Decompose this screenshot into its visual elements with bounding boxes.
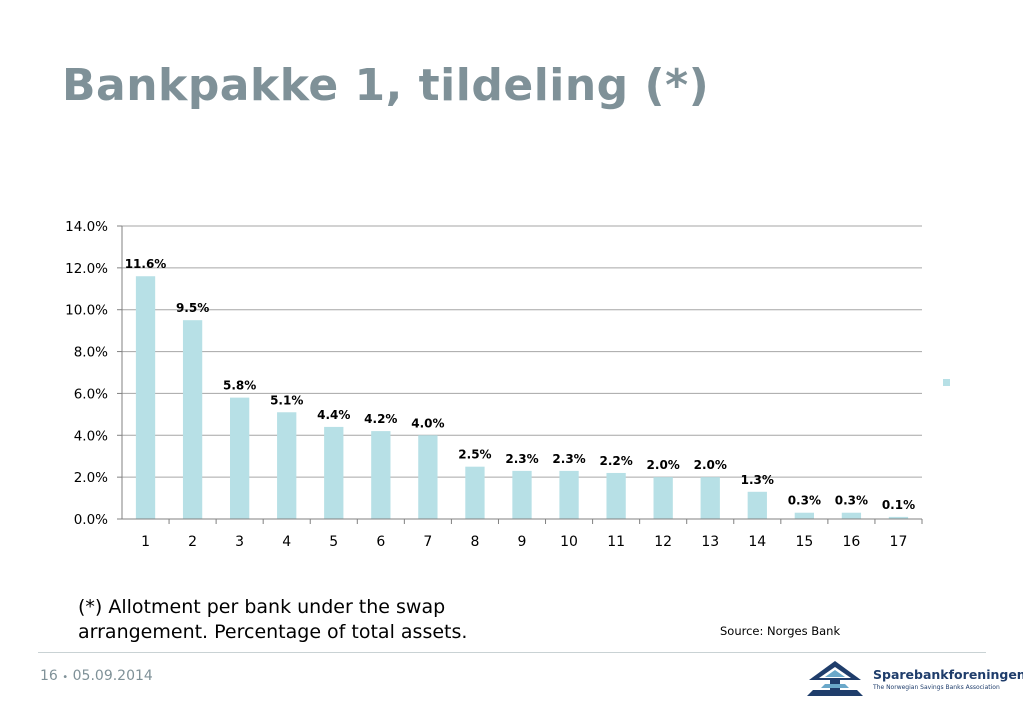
bar (371, 431, 391, 519)
data-label: 2.3% (505, 452, 538, 466)
bar (230, 397, 250, 519)
bar (747, 491, 767, 519)
x-tick-label: 6 (376, 534, 385, 550)
legend-swatch (943, 379, 950, 386)
bar (841, 512, 862, 519)
data-label: 4.0% (411, 416, 444, 430)
y-tick-label: 8.0% (74, 345, 108, 361)
data-label: 9.5% (176, 301, 209, 315)
data-label: 0.3% (788, 494, 821, 508)
chart-gridlines (122, 225, 922, 478)
x-tick-label: 17 (890, 534, 908, 550)
footer-date: 05.09.2014 (72, 668, 153, 684)
slide-footer: 16 • 05.09.2014 (40, 668, 153, 684)
bar (277, 412, 297, 519)
x-tick-label: 13 (701, 534, 719, 550)
data-label: 2.0% (694, 458, 727, 472)
chart-labels: 0.0%2.0%4.0%6.0%8.0%10.0%12.0%14.0%11.6%… (65, 219, 915, 550)
data-label: 5.1% (270, 393, 303, 407)
x-tick-label: 5 (329, 534, 338, 550)
x-tick-label: 2 (188, 534, 197, 550)
x-tick-label: 15 (795, 534, 813, 550)
page-title: Bankpakke 1, tildeling (*) (62, 60, 710, 111)
x-tick-label: 12 (654, 534, 672, 550)
logo-mark-icon (807, 661, 863, 696)
x-tick-label: 9 (518, 534, 527, 550)
x-tick-label: 14 (748, 534, 766, 550)
data-label: 2.0% (647, 458, 680, 472)
bar (888, 516, 909, 519)
x-tick-label: 11 (607, 534, 625, 550)
y-tick-label: 6.0% (74, 386, 108, 402)
x-tick-label: 4 (282, 534, 291, 550)
chart-bars (135, 276, 909, 519)
bar (606, 472, 626, 519)
footer-separator: • (62, 672, 69, 683)
y-tick-label: 10.0% (65, 303, 108, 319)
bar (135, 276, 156, 519)
x-tick-label: 7 (423, 534, 432, 550)
data-label: 2.3% (552, 452, 585, 466)
bar (653, 477, 673, 519)
bar (465, 466, 485, 519)
x-tick-label: 10 (560, 534, 578, 550)
x-tick-label: 8 (470, 534, 479, 550)
data-label: 2.5% (458, 448, 491, 462)
y-tick-label: 4.0% (74, 428, 108, 444)
page-number: 16 (40, 668, 58, 684)
data-label: 2.2% (599, 454, 632, 468)
y-tick-label: 12.0% (65, 261, 108, 277)
bar (324, 426, 344, 519)
chart-footnote: (*) Allotment per bank under the swap ar… (78, 596, 468, 643)
chart-axes (117, 225, 923, 524)
bar-chart: 0.0%2.0%4.0%6.0%8.0%10.0%12.0%14.0%11.6%… (65, 219, 950, 550)
footer-divider (38, 652, 986, 653)
x-tick-label: 16 (842, 534, 860, 550)
bar (512, 470, 532, 519)
data-label: 1.3% (741, 473, 774, 487)
bar (559, 470, 579, 519)
y-tick-label: 14.0% (65, 219, 108, 235)
bar (418, 435, 438, 519)
y-tick-label: 2.0% (74, 470, 108, 486)
logo: Sparebankforeningen The Norwegian Saving… (803, 658, 1023, 702)
bar (794, 512, 814, 519)
logo-name: Sparebankforeningen (873, 667, 1023, 682)
data-label: 5.8% (223, 379, 256, 393)
data-label: 0.1% (882, 498, 915, 512)
source-note: Source: Norges Bank (720, 624, 841, 638)
data-label: 4.4% (317, 408, 350, 422)
bar (700, 477, 720, 519)
x-tick-label: 3 (235, 534, 244, 550)
data-label: 4.2% (364, 412, 397, 426)
data-label: 0.3% (835, 494, 868, 508)
data-label: 11.6% (125, 257, 167, 271)
logo-subtitle: The Norwegian Savings Banks Association (873, 684, 1000, 691)
bar (182, 320, 203, 519)
y-tick-label: 0.0% (74, 512, 108, 528)
x-tick-label: 1 (141, 534, 150, 550)
